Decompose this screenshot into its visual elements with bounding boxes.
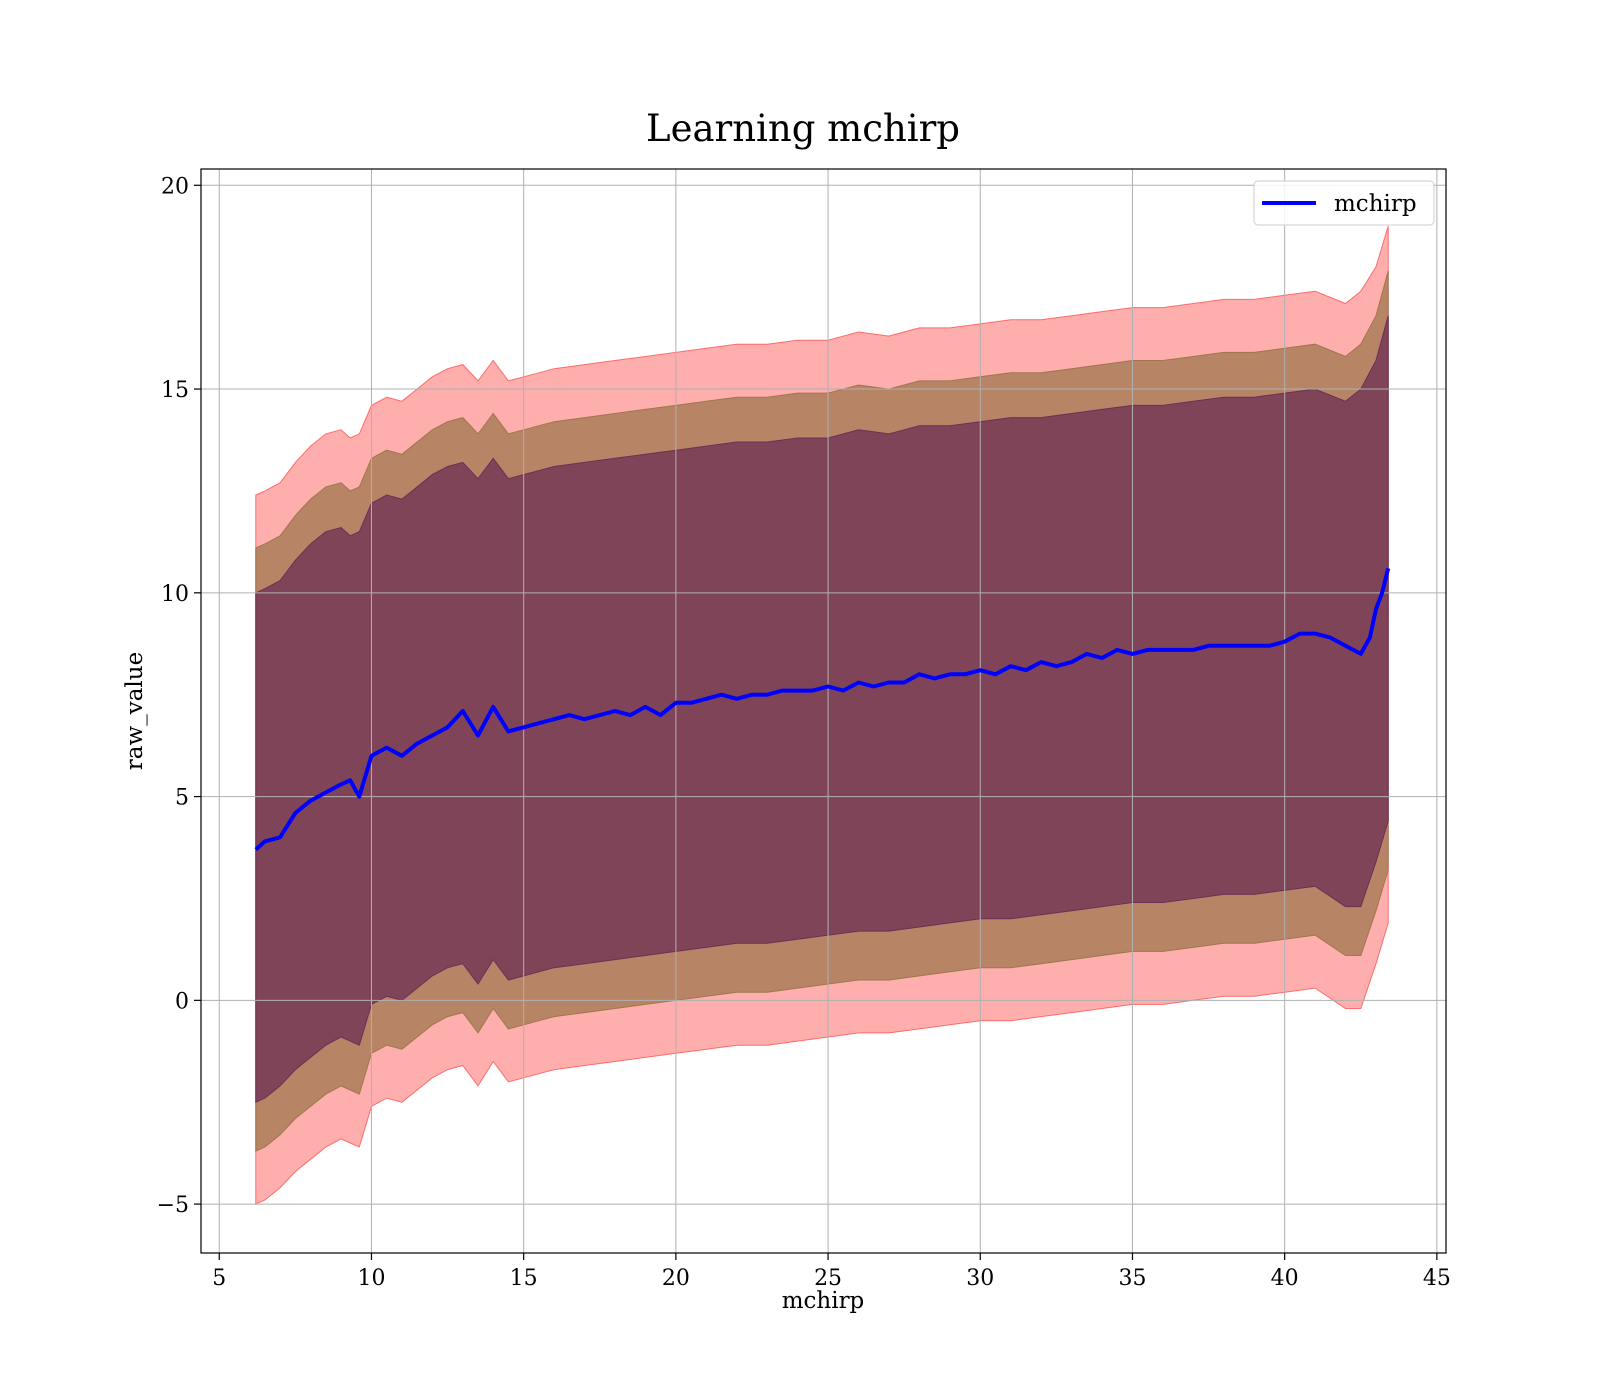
x-tick-label: 25 [814,1266,842,1291]
series-lines [254,567,1391,852]
plot-frame [200,168,1447,1254]
y-axis-ticks: −5 0 5 10 15 20 [157,174,201,1218]
y-tick-label: 0 [175,989,189,1014]
series-line-mchirp [254,567,1391,852]
legend-label-mchirp: mchirp [1334,191,1417,217]
x-tick-label: 15 [510,1266,538,1291]
x-tick-label: 5 [212,1266,226,1291]
y-tick-label: 10 [161,582,189,607]
x-tick-label: 30 [966,1266,994,1291]
legend: mchirp [1253,180,1435,226]
y-tick-label: 5 [175,786,189,811]
band-inner [255,315,1389,1103]
grid-lines [201,169,1446,1253]
y-tick-label: 20 [161,174,189,199]
x-tick-label: 20 [662,1266,690,1291]
y-tick-label: −5 [157,1193,189,1218]
confidence-bands [255,225,1389,1205]
x-axis-label: mchirp [782,1288,865,1314]
y-axis-label: raw_value [122,652,148,770]
legend-box [1253,180,1435,226]
x-tick-label: 45 [1423,1266,1451,1291]
x-tick-label: 35 [1118,1266,1146,1291]
x-tick-label: 10 [357,1266,385,1291]
chart-title: Learning mchirp [646,107,960,150]
x-axis-ticks: 5 10 15 20 25 30 35 40 45 [212,1253,1451,1291]
x-tick-label: 40 [1271,1266,1299,1291]
y-tick-label: 15 [161,378,189,403]
plot-area [200,168,1447,1254]
